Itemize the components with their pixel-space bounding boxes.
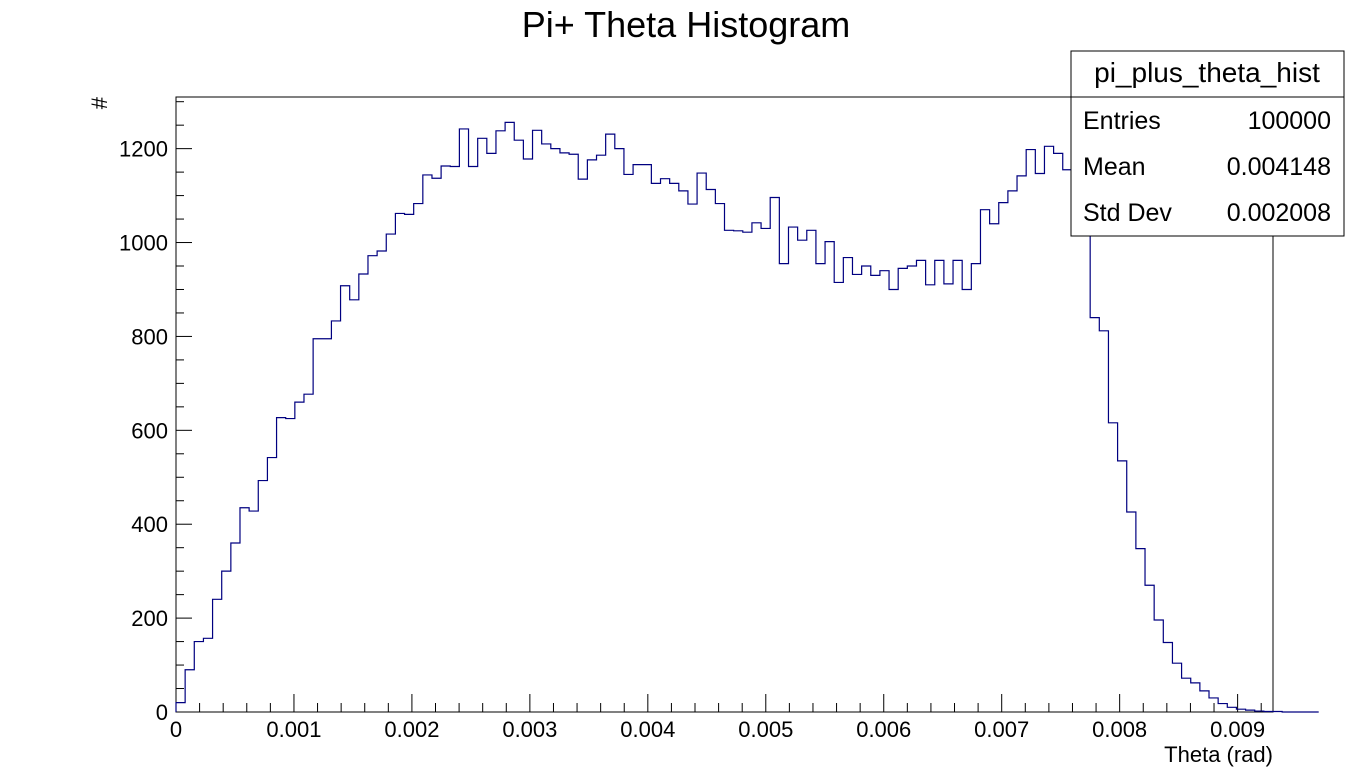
stats-entries-label: Entries [1083, 107, 1161, 135]
y-tick-label: 200 [131, 606, 168, 631]
stats-stddev-label: Std Dev [1083, 199, 1172, 227]
x-tick-label: 0 [170, 717, 182, 742]
x-tick-label: 0.007 [974, 717, 1029, 742]
plot-frame [175, 96, 1274, 713]
stats-box-frame [1070, 50, 1345, 237]
stats-histogram-name: pi_plus_theta_hist [1094, 57, 1320, 88]
y-tick-label: 1000 [119, 231, 168, 256]
y-tick-label: 800 [131, 324, 168, 349]
y-tick-label: 0 [156, 700, 168, 725]
x-tick-label: 0.002 [384, 717, 439, 742]
x-tick-label: 0.008 [1092, 717, 1147, 742]
y-axis: 0 200 400 600 800 1000 1200 [119, 101, 192, 725]
y-tick-label: 600 [131, 418, 168, 443]
stats-entries-value: 100000 [1248, 107, 1331, 135]
x-tick-label: 0.006 [856, 717, 911, 742]
x-tick-label: 0.003 [502, 717, 557, 742]
chart-title: Pi+ Theta Histogram [522, 4, 850, 45]
histogram-series [175, 121, 1319, 713]
y-axis-label: # [87, 96, 112, 109]
x-tick-label: 0.005 [738, 717, 793, 742]
stats-mean-label: Mean [1083, 153, 1146, 181]
x-axis: 0 0.001 0.002 0.003 0.004 0.005 0.006 0.007 0.00… [170, 694, 1265, 742]
y-tick-label: 1200 [119, 137, 168, 162]
x-tick-label: 0.001 [266, 717, 321, 742]
stats-stddev-value: 0.002008 [1227, 199, 1331, 227]
x-tick-label: 0.004 [620, 717, 675, 742]
y-tick-label: 400 [131, 512, 168, 537]
x-tick-label: 0.009 [1210, 717, 1265, 742]
stats-box: pi_plus_theta_hist Entries 100000 Mean 0… [1070, 50, 1345, 237]
x-axis-label: Theta (rad) [1164, 742, 1273, 767]
stats-mean-value: 0.004148 [1227, 153, 1331, 181]
